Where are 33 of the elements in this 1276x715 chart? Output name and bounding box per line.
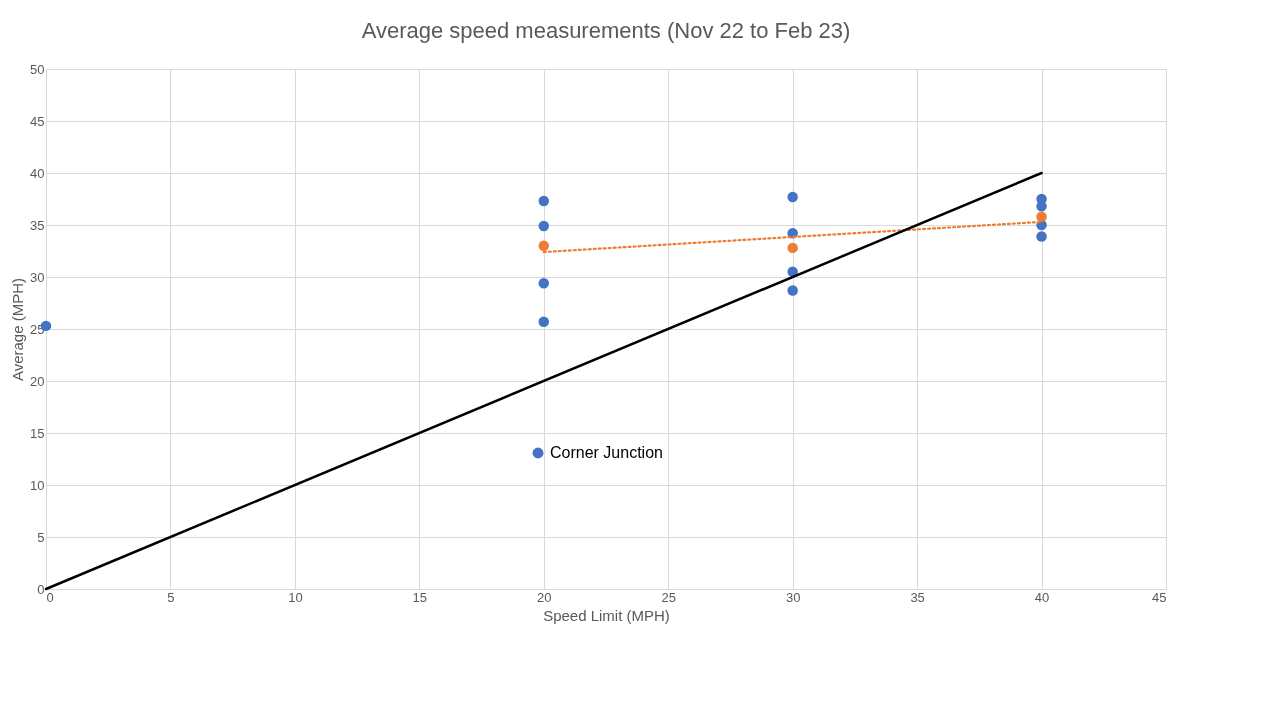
y-tick-label: 40 bbox=[30, 165, 45, 181]
y-tick-label: 35 bbox=[30, 217, 45, 233]
y-tick-label: 45 bbox=[30, 113, 45, 129]
y-tick-label: 20 bbox=[30, 373, 45, 389]
x-tick-label: 30 bbox=[785, 589, 801, 605]
point bbox=[1036, 201, 1047, 212]
x-tick-label: 25 bbox=[661, 589, 676, 605]
point bbox=[538, 278, 550, 289]
point bbox=[538, 195, 550, 207]
point bbox=[1036, 231, 1047, 242]
x-tick-label: 40 bbox=[1034, 589, 1050, 605]
y-tick-label: 30 bbox=[30, 269, 45, 285]
point bbox=[538, 240, 550, 252]
x-tick-label: 20 bbox=[537, 589, 552, 605]
point bbox=[538, 316, 550, 327]
x-tick-label: 5 bbox=[167, 589, 175, 605]
x-tick-label: 45 bbox=[1152, 589, 1167, 605]
y-tick-label: 50 bbox=[30, 61, 45, 77]
point bbox=[538, 220, 550, 232]
legend-label: Corner Junction bbox=[550, 444, 663, 461]
point bbox=[787, 191, 798, 203]
point bbox=[1036, 211, 1047, 222]
x-tick-label: 15 bbox=[412, 589, 428, 605]
y-tick-label: 15 bbox=[30, 425, 45, 441]
y-tick-label: 5 bbox=[37, 529, 45, 545]
y-axis-title: Average (MPH) bbox=[9, 277, 27, 382]
point bbox=[787, 285, 798, 296]
y-tick-label: 10 bbox=[30, 477, 45, 493]
x-tick-label: 35 bbox=[910, 589, 925, 605]
x-axis-title: Speed Limit (MPH) bbox=[543, 606, 670, 624]
point bbox=[787, 242, 798, 254]
x-tick-label: 10 bbox=[288, 589, 303, 605]
chart-title: Average speed measurements (Nov 22 to Feb 23) bbox=[361, 18, 851, 43]
